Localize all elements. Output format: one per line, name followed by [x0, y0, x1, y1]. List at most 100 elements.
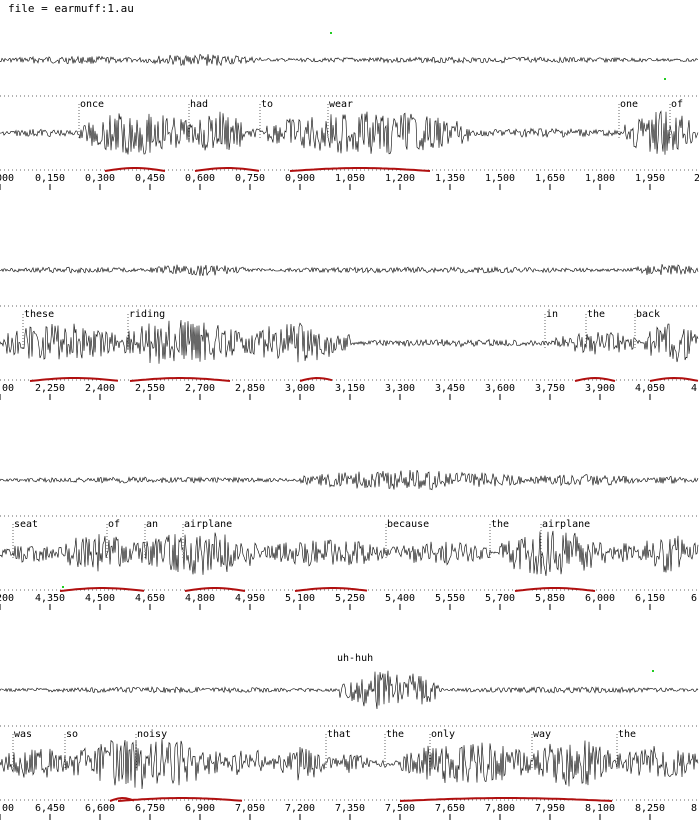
- tick-label: 0,900: [285, 173, 315, 184]
- tick-label: 4,800: [185, 593, 215, 604]
- tick-label: 1,950: [635, 173, 665, 184]
- word-label: these: [24, 309, 54, 320]
- tick-label: 5,400: [385, 593, 415, 604]
- tick-label: 6,450: [35, 803, 65, 814]
- tick-label: 7,050: [235, 803, 265, 814]
- tick-label: 7,950: [535, 803, 565, 814]
- tick-label: 0,450: [135, 173, 165, 184]
- word-label: the: [386, 729, 404, 740]
- pitch-contour: [109, 796, 135, 802]
- tick-label: 7,650: [435, 803, 465, 814]
- pitch-contour: [399, 797, 613, 802]
- word-label: one: [620, 99, 638, 110]
- tick-label: 7,800: [485, 803, 515, 814]
- tick-label: 5,550: [435, 593, 465, 604]
- tick-label: 4,050: [635, 383, 665, 394]
- marker-dot: [664, 78, 666, 80]
- word-label: airplane: [184, 519, 232, 530]
- pitch-contour: [29, 377, 119, 382]
- tick-label: 8,100: [585, 803, 615, 814]
- tick-label: 4,950: [235, 593, 265, 604]
- marker-dot: [652, 670, 654, 672]
- tick-label: 0,300: [85, 173, 115, 184]
- word-label: once: [80, 99, 104, 110]
- word-label: noisy: [137, 729, 167, 740]
- word-label: the: [491, 519, 509, 530]
- tick-label: 0,150: [35, 173, 65, 184]
- waveform-trace: [0, 739, 699, 790]
- tick-label: 3,150: [335, 383, 365, 394]
- tick-label: 000: [0, 173, 14, 184]
- pitch-contour: [294, 587, 368, 592]
- word-label: of: [671, 99, 683, 110]
- tick-label: 5,700: [485, 593, 515, 604]
- tick-label: 7,200: [285, 803, 315, 814]
- waveform-trace: [0, 670, 699, 710]
- tick-label: 2,850: [235, 383, 265, 394]
- word-label: in: [546, 309, 558, 320]
- word-label: riding: [129, 309, 165, 320]
- pitch-contour: [299, 376, 333, 382]
- tick-label: 6,150: [635, 593, 665, 604]
- tick-label: 00: [2, 803, 14, 814]
- word-label: back: [636, 309, 660, 320]
- word-label: only: [431, 729, 455, 740]
- waveform-trace: [0, 530, 699, 576]
- tick-label: 4,2: [691, 383, 699, 394]
- tick-label: 5,100: [285, 593, 315, 604]
- pitch-contour: [117, 797, 243, 802]
- word-label: airplane: [542, 519, 590, 530]
- tick-label: 3,000: [285, 383, 315, 394]
- waveform-trace: [0, 264, 699, 277]
- tick-label: 2,700: [185, 383, 215, 394]
- tick-label: 00: [2, 383, 14, 394]
- word-label: so: [66, 729, 78, 740]
- pitch-contour: [104, 167, 166, 172]
- tick-label: 7,350: [335, 803, 365, 814]
- pitch-contour: [649, 376, 699, 382]
- word-label: way: [533, 729, 551, 740]
- word-label: the: [587, 309, 605, 320]
- tick-label: 3,900: [585, 383, 615, 394]
- tick-label: 4,500: [85, 593, 115, 604]
- word-label: to: [261, 99, 273, 110]
- tick-label: 200: [0, 593, 14, 604]
- word-label: that: [327, 729, 351, 740]
- pitch-contour: [194, 167, 260, 172]
- word-label: seat: [14, 519, 38, 530]
- waveform-trace: [0, 469, 699, 491]
- word-label: had: [190, 99, 208, 110]
- word-label: uh-huh: [337, 653, 373, 664]
- pitch-contour: [289, 167, 431, 172]
- word-label: the: [618, 729, 636, 740]
- word-label: was: [14, 729, 32, 740]
- tick-label: 1,050: [335, 173, 365, 184]
- word-label: because: [387, 519, 429, 530]
- file-label: file = earmuff:1.au: [8, 2, 134, 15]
- tick-label: 4,650: [135, 593, 165, 604]
- tick-label: 3,750: [535, 383, 565, 394]
- tick-label: 2,550: [135, 383, 165, 394]
- word-label: an: [146, 519, 158, 530]
- pitch-contour: [514, 587, 596, 592]
- pitch-contour: [59, 587, 145, 592]
- tick-label: 2,400: [85, 383, 115, 394]
- tick-label: 6,600: [85, 803, 115, 814]
- tick-label: 3,450: [435, 383, 465, 394]
- tick-label: 6,900: [185, 803, 215, 814]
- word-label: wear: [329, 99, 353, 110]
- tick-label: 4,350: [35, 593, 65, 604]
- tick-label: 1,350: [435, 173, 465, 184]
- transcript-row: these riding in the back 00 2,250 2,400 2,550 2,7…: [0, 264, 699, 400]
- tick-label: 3,300: [385, 383, 415, 394]
- word-label: of: [108, 519, 120, 530]
- waveform-trace: [0, 53, 699, 67]
- tick-label: 5,850: [535, 593, 565, 604]
- tick-label: 0,600: [185, 173, 215, 184]
- tick-label: 3,600: [485, 383, 515, 394]
- transcript-row: was so noisy that the only way the uh-huh 00 6,450…: [0, 653, 699, 820]
- tick-label: 6,000: [585, 593, 615, 604]
- waveform-trace: [0, 319, 699, 364]
- pitch-contour: [129, 377, 231, 382]
